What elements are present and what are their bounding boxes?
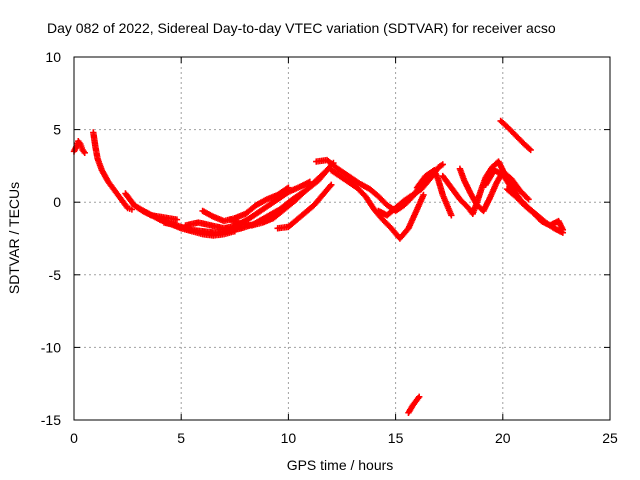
x-tick-label: 25 (602, 430, 618, 446)
x-axis-label: GPS time / hours (287, 457, 394, 473)
y-tick-label: 10 (45, 49, 61, 65)
data-point (128, 206, 136, 213)
data-point (173, 216, 181, 223)
data-point (525, 196, 532, 203)
y-tick-label: -15 (41, 412, 61, 428)
y-tick-label: -10 (41, 339, 61, 355)
chart-title: Day 082 of 2022, Sidereal Day-to-day VTE… (47, 20, 556, 36)
data-point (285, 184, 292, 191)
x-tick-label: 20 (495, 430, 511, 446)
data-point-fill (327, 182, 334, 190)
x-tick-label: 0 (70, 430, 78, 446)
data-points (70, 117, 567, 416)
data-point (559, 226, 567, 233)
plot-frame (73, 56, 611, 421)
data-point (448, 212, 455, 219)
data-point (420, 191, 427, 199)
data-point-fill (524, 194, 531, 202)
data-point (81, 149, 88, 157)
x-tick-label: 15 (388, 430, 404, 446)
y-tick-label: 0 (53, 194, 61, 210)
x-tick-labels: 0 5 10 15 20 25 (70, 430, 618, 446)
data-point (328, 181, 335, 188)
y-tick-labels: -15 -10 -5 0 5 10 (41, 49, 61, 428)
data-point (439, 161, 446, 168)
y-tick-label: 5 (53, 122, 61, 138)
y-axis-label: SDTVAR / TECUs (6, 182, 22, 294)
data-point (527, 146, 534, 154)
y-tick-label: -5 (49, 267, 62, 283)
tick-marks (73, 56, 611, 421)
data-point (415, 393, 423, 400)
x-tick-label: 5 (177, 430, 185, 446)
x-tick-label: 10 (281, 430, 297, 446)
data-point-fill (526, 145, 533, 152)
